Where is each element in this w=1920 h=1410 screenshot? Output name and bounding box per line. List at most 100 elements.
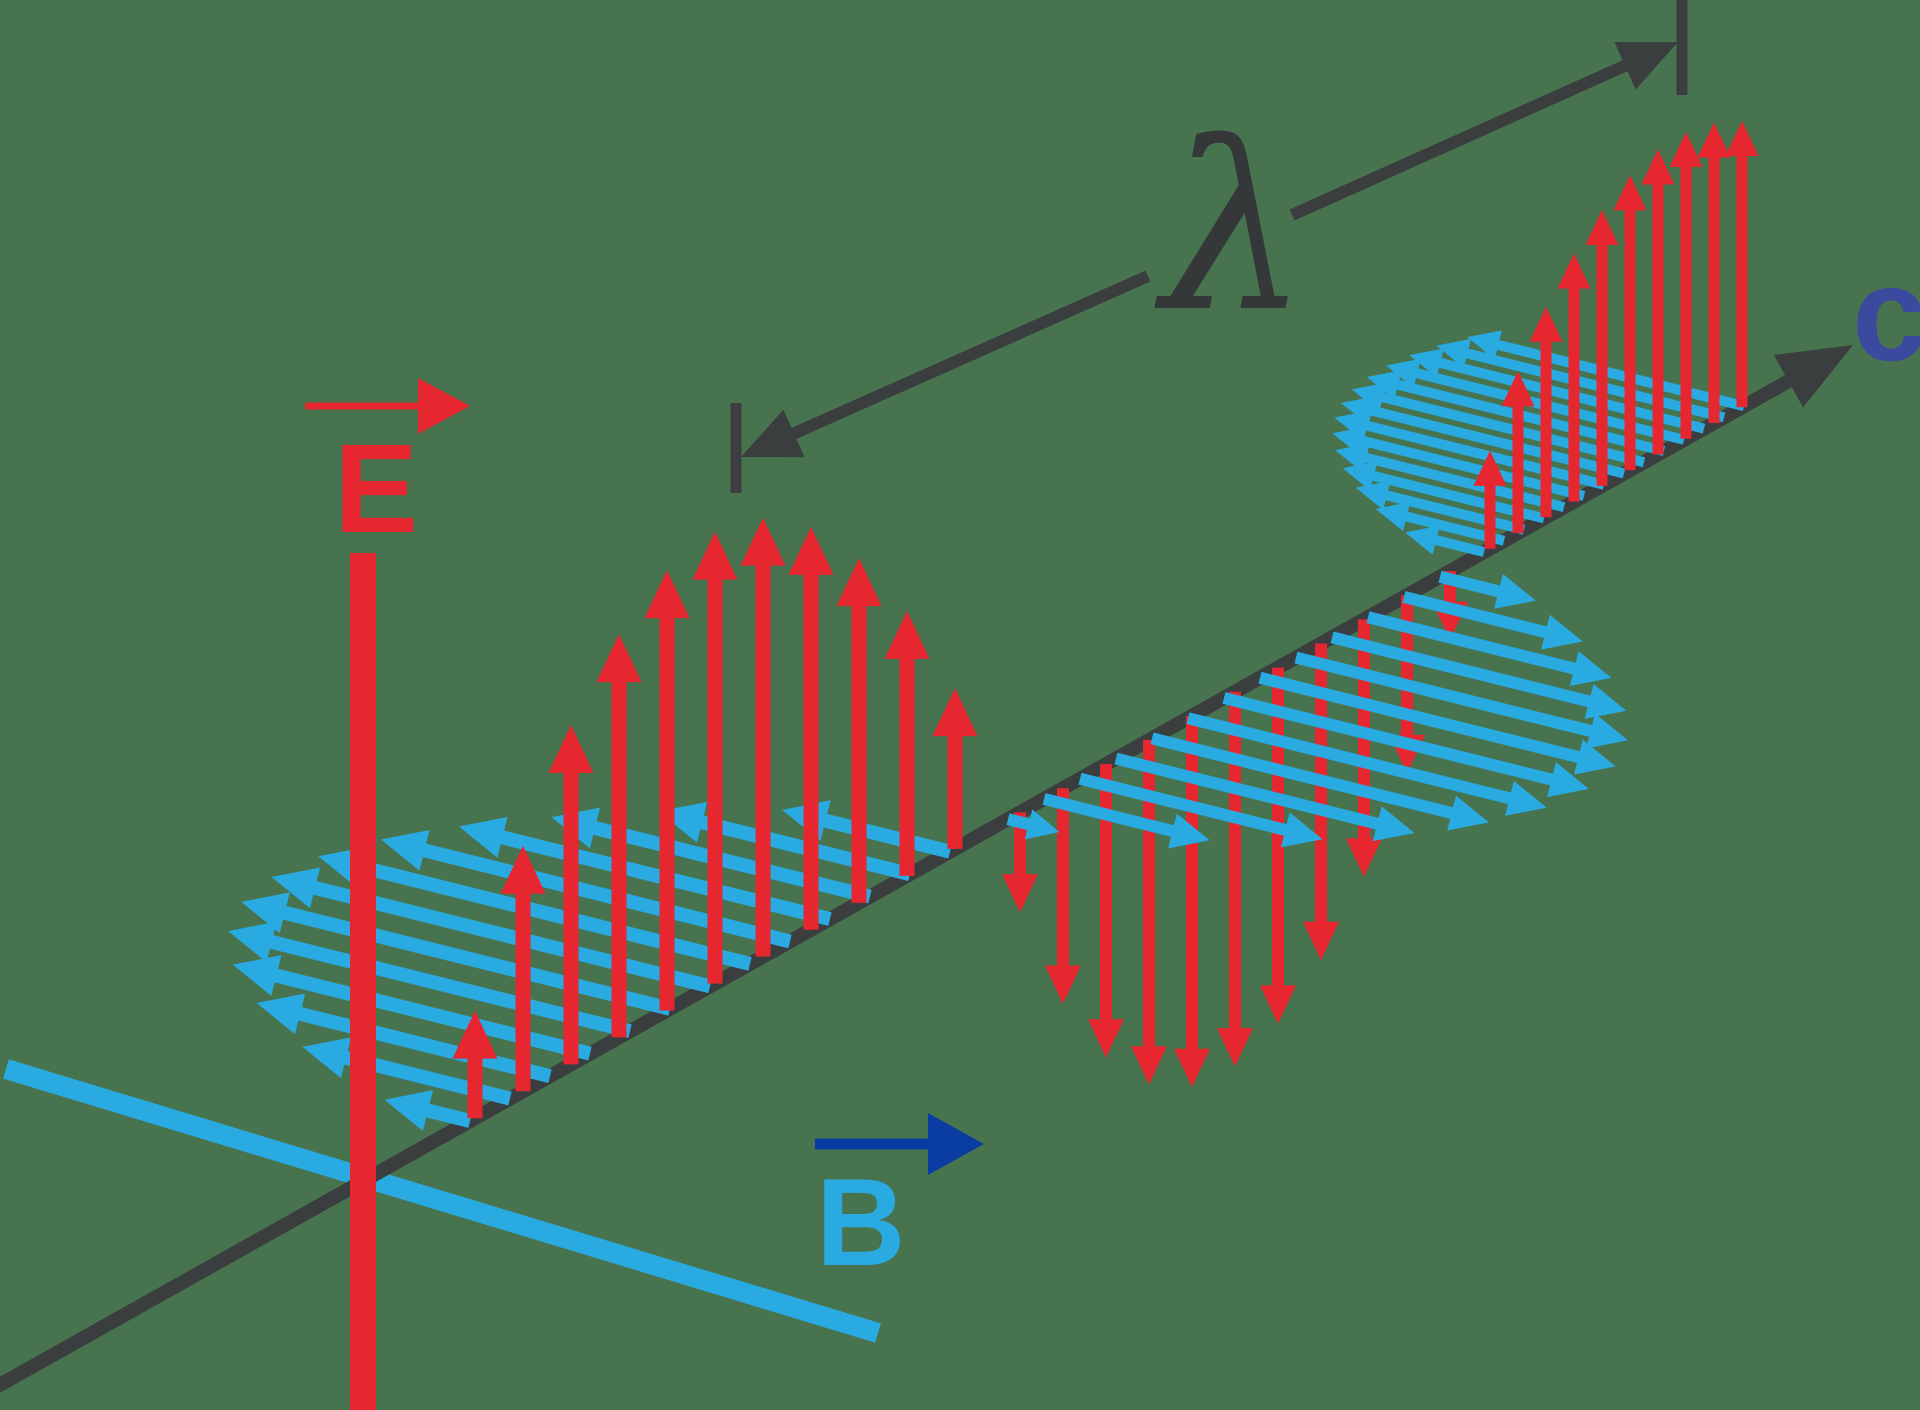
c-axis-shaft: [0, 374, 1794, 1393]
b-field-arrow-shaft: [311, 880, 712, 994]
b-field-arrow-shaft: [1186, 712, 1513, 805]
e-field-arrow-head: [1088, 1019, 1124, 1058]
e-field-arrow-head: [548, 724, 594, 773]
b-field-arrow-head: [1355, 480, 1391, 510]
b-field-arrow-shaft: [1366, 611, 1578, 675]
b-field-arrow-head: [1436, 338, 1472, 368]
b-field-arrow-shaft: [296, 1006, 552, 1083]
b-field-arrow-head: [1024, 809, 1060, 840]
b-axis-line: [3, 1059, 881, 1343]
e-field-arrow-head: [1260, 985, 1296, 1024]
e-field-arrow-head: [788, 526, 834, 575]
b-field-arrow-shaft: [821, 813, 952, 859]
e-field-arrow-head: [884, 610, 930, 659]
e-field-arrow-head: [500, 845, 546, 894]
b-field-arrow-shaft: [1078, 772, 1289, 837]
b-field-arrow-shaft: [1394, 379, 1666, 456]
b-field-arrow-head: [1168, 813, 1210, 849]
e-field-arrow-head: [1174, 1048, 1210, 1088]
b-field-arrow-shaft: [1433, 534, 1486, 557]
b-field-arrow-shaft: [1258, 671, 1582, 764]
wavelength-dimension-arrow-shaft: [1289, 59, 1630, 221]
e-field-arrow-head: [932, 688, 978, 737]
e-field-arrow-head: [644, 570, 690, 619]
b-field-arrow-head: [1574, 739, 1616, 775]
b-field-arrow-head: [458, 816, 508, 858]
b-field-arrow-head: [1547, 762, 1589, 798]
b-field-arrow-head: [1447, 795, 1489, 831]
e-field-arrow-head: [1501, 371, 1535, 407]
speed-of-light-label: c: [1852, 240, 1920, 389]
b-field-arrow-head: [1505, 780, 1547, 816]
b-field-arrow-head: [381, 829, 430, 871]
e-field-arrow-head: [1669, 131, 1703, 168]
b-field-arrow-head: [1569, 651, 1612, 687]
b-field-arrow-shaft: [1150, 732, 1456, 820]
b-field-arrow-shaft: [424, 1103, 472, 1128]
e-vector-overarrow-head: [418, 378, 470, 434]
e-field-arrow-head: [740, 517, 786, 566]
b-field-arrow-head: [384, 1090, 434, 1131]
e-field-arrow-head: [1613, 175, 1647, 211]
b-field-arrow-shaft: [358, 859, 752, 971]
e-field-arrow-head: [1473, 450, 1507, 486]
wavelength-label: λ: [1162, 93, 1310, 363]
wavelength-dimension-arrow-head: [741, 409, 805, 458]
c-axis-head: [1773, 345, 1853, 408]
b-field-arrow-head: [1467, 330, 1502, 360]
b-field-arrow-shaft: [1114, 752, 1381, 831]
b-field-arrow-head: [302, 1037, 352, 1079]
b-field-arrow-shaft: [1006, 813, 1032, 831]
b-field-arrow-head: [1409, 348, 1444, 378]
e-field-arrow-head: [452, 1010, 498, 1059]
b-field-arrow-head: [1342, 461, 1378, 491]
b-field-arrow-shaft: [420, 843, 792, 949]
e-field-arrow-head: [692, 531, 738, 580]
b-field-arrow-head: [241, 892, 290, 934]
b-field-arrow-shaft: [1330, 631, 1593, 708]
b-field-arrow-head: [1541, 614, 1583, 650]
b-field-arrow-head: [1494, 573, 1536, 609]
wavelength-dimension-arrow-shaft: [789, 270, 1151, 440]
b-field-arrow-shaft: [1383, 490, 1526, 535]
e-field-arrow-head: [1346, 838, 1382, 877]
b-field-arrow-head: [1375, 502, 1411, 532]
b-field-arrow-head: [1584, 683, 1627, 719]
e-field-arrow-head: [1002, 874, 1038, 913]
b-field-arrow-head: [1351, 382, 1387, 412]
b-field-arrow-head: [1586, 713, 1628, 749]
b-field-arrow-shaft: [1222, 692, 1555, 786]
b-field-arrow-head: [1366, 370, 1402, 400]
e-field-arrow-head: [596, 634, 642, 683]
b-field-arrow-shaft: [281, 905, 672, 1016]
b-field-arrow-shaft: [1438, 570, 1502, 598]
e-field-arrow-head: [1131, 1046, 1167, 1085]
b-field-arrow-shaft: [1495, 339, 1746, 412]
b-field-arrow-head: [256, 993, 306, 1035]
b-field-arrow-shaft: [1368, 405, 1626, 479]
e-field-label: E: [334, 418, 419, 559]
e-field-arrow-head: [1303, 921, 1339, 961]
wavelength-dimension-arrow-head: [1614, 41, 1678, 90]
b-field-arrow-shaft: [1042, 793, 1176, 838]
b-field-arrow-shaft: [1362, 419, 1606, 490]
b-field-arrow-shaft: [1363, 452, 1566, 513]
b-field-arrow-shaft: [591, 820, 872, 904]
b-field-label: B: [816, 1154, 906, 1292]
e-field-arrow-head: [1641, 149, 1675, 185]
b-field-arrow-head: [1280, 812, 1323, 848]
b-field-arrow-head: [1386, 358, 1421, 388]
e-field-arrow-head: [1557, 253, 1591, 289]
e-field-arrow-head: [1217, 1028, 1253, 1067]
b-field-arrow-head: [228, 921, 277, 963]
e-field-arrow-head: [1697, 122, 1731, 158]
b-field-arrow-head: [1405, 525, 1440, 555]
e-field-arrow-head: [836, 558, 882, 607]
b-field-arrow-shaft: [1402, 591, 1549, 639]
b-field-arrow-head: [1340, 396, 1376, 426]
e-field-arrow-head: [1045, 965, 1081, 1004]
e-field-arrow-head: [1529, 306, 1563, 342]
b-vector-overarrow-head: [928, 1113, 984, 1175]
